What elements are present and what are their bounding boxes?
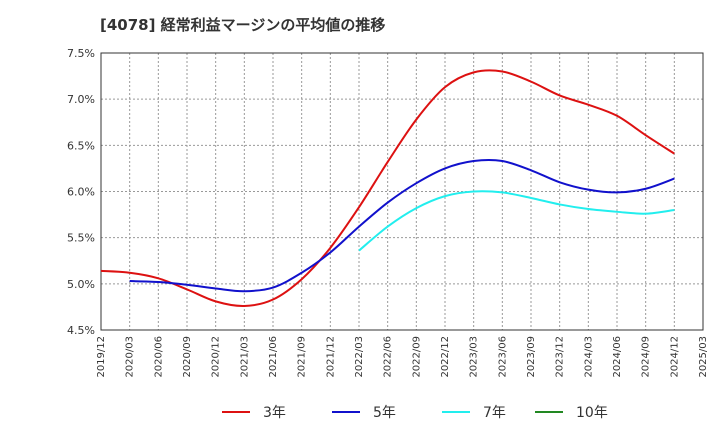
- y-tick-label: 4.5%: [67, 324, 95, 337]
- x-tick-label: 2024/03: [583, 336, 594, 378]
- x-tick-label: 2020/03: [125, 336, 136, 378]
- y-tick-label: 5.5%: [67, 232, 95, 245]
- y-tick-label: 7.0%: [67, 93, 95, 106]
- chart-title: [4078] 経常利益マージンの平均値の推移: [100, 16, 386, 34]
- y-tick-label: 5.0%: [67, 278, 95, 291]
- x-tick-label: 2022/12: [440, 336, 451, 378]
- x-tick-label: 2022/03: [354, 336, 365, 378]
- x-tick-label: 2020/06: [153, 336, 164, 378]
- x-tick-label: 2024/09: [641, 336, 652, 378]
- legend-label-1: 5年: [373, 405, 396, 421]
- x-tick-label: 2024/06: [612, 336, 623, 378]
- series-line-2: [358, 190, 675, 252]
- series-line-1: [129, 158, 675, 293]
- legend-label-0: 3年: [263, 405, 286, 421]
- x-tick-label: 2021/03: [239, 336, 250, 378]
- series-line-0: [100, 69, 675, 307]
- x-tick-label: 2019/12: [96, 336, 107, 378]
- x-tick-label: 2022/06: [383, 336, 394, 378]
- x-tick-label: 2023/12: [555, 336, 566, 378]
- y-tick-label: 7.5%: [67, 47, 95, 60]
- legend-label-3: 10年: [576, 405, 608, 421]
- x-tick-label: 2021/06: [268, 336, 279, 378]
- x-tick-label: 2021/12: [325, 336, 336, 378]
- plot-frame: [100, 52, 704, 331]
- x-tick-label: 2023/06: [497, 336, 508, 378]
- y-tick-label: 6.0%: [67, 186, 95, 199]
- x-tick-label: 2023/03: [469, 336, 480, 378]
- x-tick-label: 2022/09: [411, 336, 422, 378]
- y-tick-label: 6.5%: [67, 139, 95, 152]
- x-tick-label: 2021/09: [297, 336, 308, 378]
- x-tick-label: 2020/12: [211, 336, 222, 378]
- x-tick-label: 2024/12: [669, 336, 680, 378]
- x-tick-label: 2023/09: [526, 336, 537, 378]
- x-tick-label: 2025/03: [698, 336, 709, 378]
- legend-label-2: 7年: [483, 405, 506, 421]
- x-tick-label: 2020/09: [182, 336, 193, 378]
